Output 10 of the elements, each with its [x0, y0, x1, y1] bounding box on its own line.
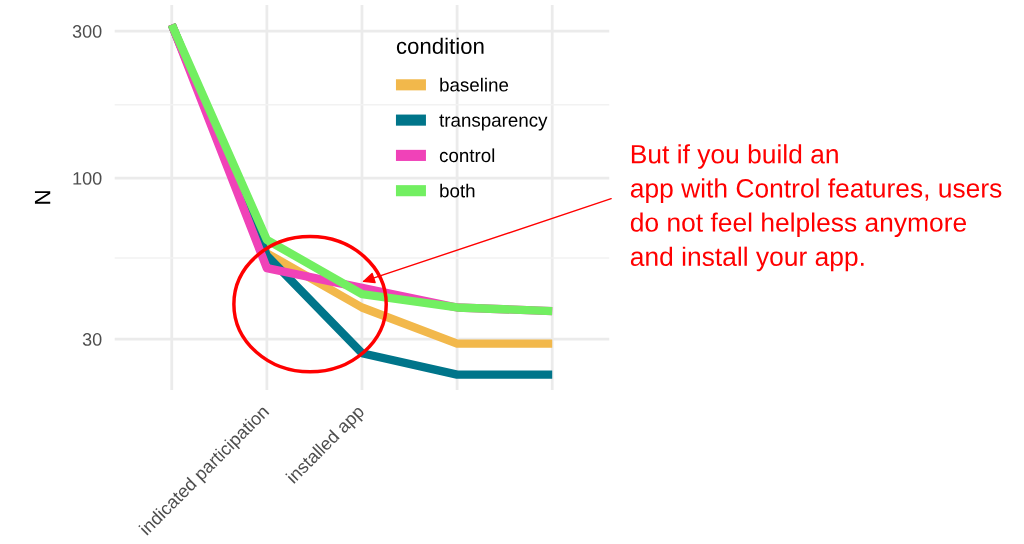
y-axis-title: N	[34, 191, 51, 204]
legend-label: control	[439, 148, 495, 163]
annotation: But if you build an app with Control features, users do not feel helpless anymore and install your app.	[630, 144, 1002, 272]
legend-label: transparency	[439, 114, 548, 131]
y-tick-label: 30	[82, 333, 102, 346]
legend-title: condition	[396, 37, 484, 54]
legend-label: baseline	[440, 77, 509, 92]
legend-label: both	[440, 183, 475, 198]
y-tick-label: 100	[73, 172, 102, 185]
y-tick-label: 300	[72, 25, 102, 38]
